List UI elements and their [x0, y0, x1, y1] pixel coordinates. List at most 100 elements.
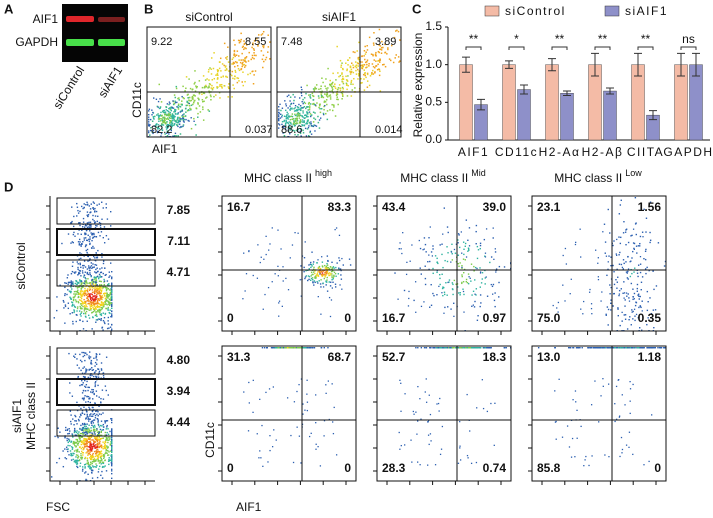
event-dot [77, 442, 80, 444]
event-dot [242, 61, 244, 64]
event-dot [303, 270, 305, 273]
event-dot [284, 347, 286, 349]
event-dot [329, 84, 332, 87]
event-dot [86, 222, 89, 224]
event-dot [638, 298, 640, 300]
event-dot [103, 442, 106, 445]
event-dot [102, 374, 105, 377]
event-dot [91, 278, 94, 281]
event-dot [599, 347, 601, 349]
event-dot [400, 248, 402, 250]
event-dot [154, 125, 157, 127]
event-dot [242, 45, 245, 48]
event-dot [352, 83, 354, 86]
event-dot [108, 271, 110, 273]
event-dot [296, 390, 298, 393]
event-dot [233, 78, 236, 80]
event-dot [88, 282, 90, 285]
event-dot [241, 81, 243, 83]
event-dot [289, 129, 292, 131]
event-dot [379, 59, 381, 61]
event-dot [75, 420, 78, 422]
event-dot [91, 232, 94, 235]
error-bar [563, 90, 571, 97]
event-dot [80, 457, 82, 459]
event-dot [175, 135, 177, 137]
event-dot [73, 443, 75, 445]
event-dot [491, 285, 494, 288]
event-dot [625, 444, 628, 446]
event-dot [617, 347, 620, 349]
event-dot [474, 293, 476, 295]
event-dot [99, 224, 102, 227]
event-dot [281, 123, 283, 126]
event-dot [253, 40, 256, 42]
event-dot [324, 273, 326, 275]
event-dot [575, 241, 577, 243]
event-dot [283, 135, 286, 137]
event-dot [111, 464, 113, 467]
event-dot [73, 450, 76, 452]
event-dot [329, 79, 331, 82]
event-dot [162, 116, 164, 119]
event-dot [308, 268, 310, 270]
event-dot [92, 299, 95, 302]
event-dot [441, 253, 443, 256]
event-dot [323, 105, 325, 108]
event-dot [383, 63, 385, 66]
event-dot [297, 107, 299, 109]
event-dot [197, 103, 199, 105]
event-dot [310, 133, 313, 135]
event-dot [569, 293, 571, 295]
event-dot [90, 469, 93, 471]
event-dot [232, 77, 234, 80]
event-dot [322, 282, 324, 284]
event-dot [88, 357, 91, 360]
event-dot [244, 64, 247, 67]
event-dot [466, 281, 469, 284]
event-dot [182, 96, 184, 99]
event-dot [110, 262, 112, 264]
event-dot [303, 117, 306, 120]
event-dot [453, 248, 456, 251]
event-dot [372, 65, 375, 68]
event-dot [574, 390, 577, 392]
event-dot [73, 305, 76, 308]
event-dot [252, 47, 255, 50]
event-dot [73, 215, 75, 218]
event-dot [101, 288, 103, 290]
event-dot [70, 459, 73, 461]
event-dot [281, 114, 283, 117]
event-dot [80, 450, 83, 453]
significance-label: ** [555, 32, 565, 46]
event-dot [99, 284, 101, 286]
event-dot [85, 408, 87, 411]
event-dot [172, 114, 175, 116]
event-dot [294, 347, 297, 349]
event-dot [300, 347, 302, 349]
event-dot [85, 352, 87, 354]
event-dot [99, 310, 101, 312]
event-dot [643, 208, 645, 211]
event-dot [637, 245, 640, 247]
event-dot [201, 93, 203, 96]
quadrant-value: 0 [654, 461, 661, 475]
event-dot [92, 425, 95, 427]
event-dot [471, 347, 473, 349]
event-dot [314, 88, 317, 90]
event-dot [397, 30, 400, 33]
event-dot [318, 280, 320, 282]
event-dot [104, 440, 107, 443]
event-dot [223, 85, 226, 87]
event-dot [171, 106, 173, 109]
event-dot [333, 271, 336, 274]
event-dot [307, 135, 310, 137]
event-dot [102, 262, 105, 265]
event-dot [81, 427, 84, 429]
event-dot [216, 86, 218, 88]
event-dot [90, 362, 92, 365]
event-dot [96, 442, 99, 445]
event-dot [281, 121, 284, 123]
event-dot [332, 72, 334, 75]
